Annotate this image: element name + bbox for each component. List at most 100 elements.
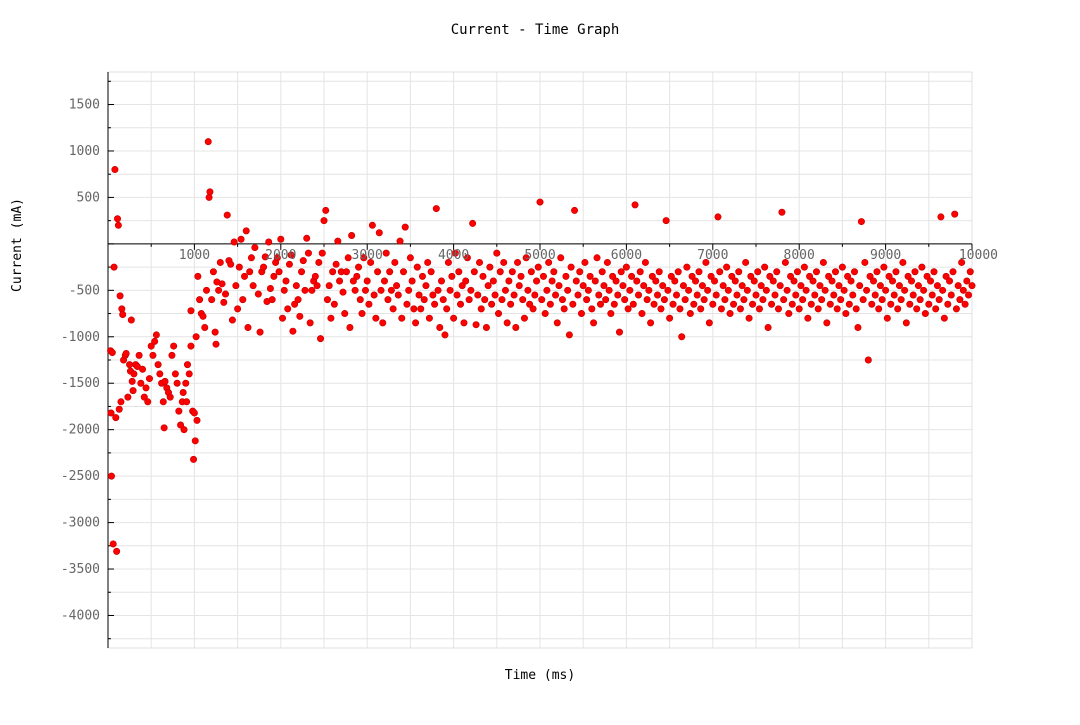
data-point	[355, 263, 363, 271]
data-point	[738, 282, 746, 290]
data-point	[495, 310, 503, 318]
data-point	[640, 282, 648, 290]
data-point	[436, 323, 444, 331]
data-point	[529, 305, 537, 313]
data-point	[892, 268, 900, 276]
data-point	[750, 277, 758, 285]
data-point	[752, 291, 760, 299]
data-point	[372, 314, 380, 322]
data-point	[179, 389, 187, 397]
data-point	[524, 286, 532, 294]
data-point	[733, 291, 741, 299]
data-point	[349, 277, 357, 285]
data-point	[842, 310, 850, 318]
data-point	[117, 398, 125, 406]
data-point	[895, 282, 903, 290]
data-point	[747, 272, 755, 280]
data-point	[222, 290, 230, 298]
data-point	[193, 416, 201, 424]
data-point	[517, 272, 525, 280]
data-point	[792, 291, 800, 299]
data-point	[510, 291, 518, 299]
data-point	[211, 328, 219, 336]
data-point	[339, 288, 347, 296]
data-point	[168, 351, 176, 359]
data-point	[600, 282, 608, 290]
data-point	[714, 213, 722, 221]
data-point	[553, 319, 561, 327]
data-point	[958, 258, 966, 266]
data-point	[206, 188, 214, 196]
data-point	[966, 268, 974, 276]
data-point	[685, 286, 693, 294]
data-point	[130, 370, 138, 378]
data-point	[574, 291, 582, 299]
data-point	[923, 272, 931, 280]
data-point	[764, 323, 772, 331]
data-point	[228, 316, 236, 324]
data-point	[112, 414, 120, 422]
data-point	[835, 282, 843, 290]
data-point	[664, 286, 672, 294]
data-point	[724, 286, 732, 294]
data-point	[389, 305, 397, 313]
data-point	[726, 310, 734, 318]
data-point	[930, 268, 938, 276]
data-point	[552, 291, 560, 299]
data-point	[196, 296, 204, 304]
data-point	[482, 323, 490, 331]
data-point	[280, 286, 288, 294]
data-point	[177, 421, 185, 429]
data-point	[711, 277, 719, 285]
data-point	[204, 138, 212, 146]
y-tick-label: -2000	[61, 423, 100, 438]
data-point	[579, 282, 587, 290]
data-point	[393, 282, 401, 290]
data-point	[662, 217, 670, 225]
data-point	[144, 398, 152, 406]
data-point	[469, 219, 477, 227]
data-point	[890, 291, 898, 299]
data-point	[916, 296, 924, 304]
data-point	[431, 300, 439, 308]
data-point	[246, 268, 254, 276]
data-point	[847, 277, 855, 285]
data-point	[538, 296, 546, 304]
data-point	[187, 342, 195, 350]
data-point	[690, 300, 698, 308]
data-point	[809, 277, 817, 285]
data-point	[304, 249, 312, 257]
data-point	[596, 300, 604, 308]
data-point	[301, 286, 309, 294]
data-point	[590, 319, 598, 327]
data-point	[800, 263, 808, 271]
y-tick-label: 1500	[69, 98, 100, 113]
data-point	[567, 263, 575, 271]
data-point	[374, 268, 382, 276]
chart-title: Current - Time Graph	[451, 22, 620, 38]
data-point	[139, 365, 147, 373]
y-tick-label: -2500	[61, 469, 100, 484]
data-point	[560, 305, 568, 313]
data-point	[209, 268, 217, 276]
data-point	[911, 268, 919, 276]
data-point	[954, 282, 962, 290]
data-point	[548, 277, 556, 285]
data-point	[234, 305, 242, 313]
data-point	[909, 291, 917, 299]
data-point	[241, 272, 249, 280]
data-point	[927, 277, 935, 285]
data-point	[830, 291, 838, 299]
data-point	[242, 227, 250, 235]
data-point	[825, 272, 833, 280]
data-point	[688, 272, 696, 280]
data-point	[443, 305, 451, 313]
data-point	[154, 361, 162, 369]
data-point	[171, 370, 179, 378]
data-point	[520, 314, 528, 322]
data-point	[113, 547, 121, 555]
data-point	[959, 286, 967, 294]
data-point	[135, 351, 143, 359]
data-point	[626, 286, 634, 294]
x-tick-label: 10000	[959, 248, 998, 263]
